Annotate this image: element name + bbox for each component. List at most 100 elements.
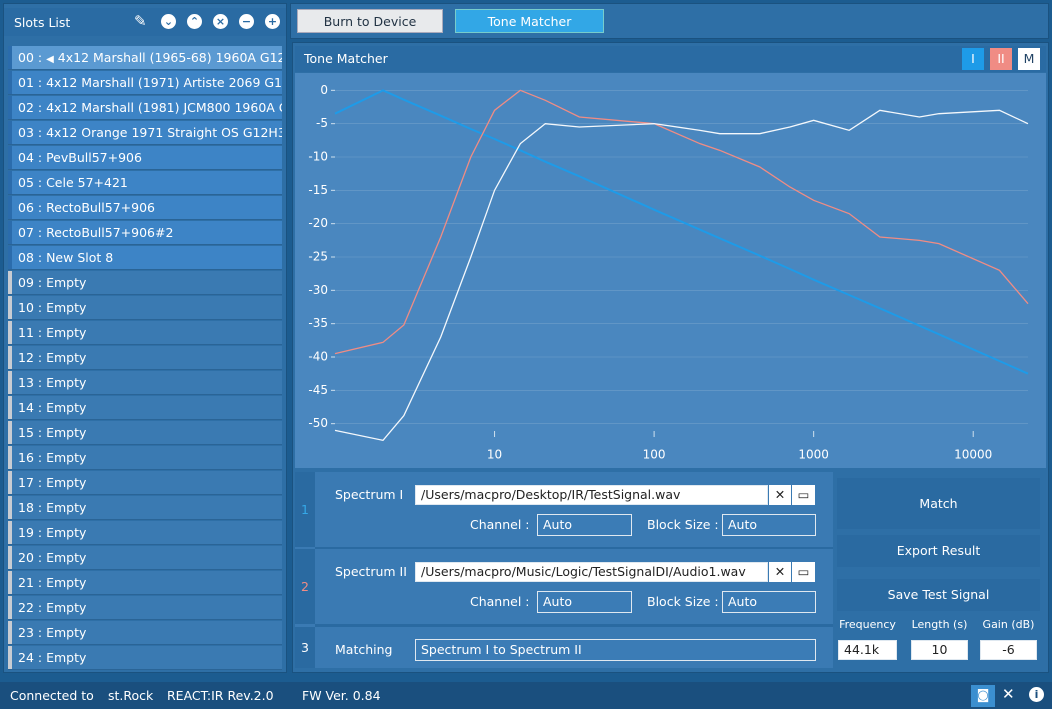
slot-item[interactable]: 15 : Empty bbox=[8, 421, 282, 445]
y-tick-label: -5 bbox=[316, 116, 328, 130]
matching-label: Matching bbox=[335, 642, 393, 657]
param-label: Gain (dB) bbox=[982, 618, 1035, 631]
add-icon[interactable]: + bbox=[265, 14, 280, 29]
file-path[interactable]: /Users/macpro/Desktop/IR/TestSignal.wav bbox=[415, 485, 768, 505]
up-icon[interactable]: ⌃ bbox=[187, 14, 202, 29]
clear-button[interactable]: ✕ bbox=[769, 562, 791, 582]
slot-index: 20 : bbox=[18, 550, 43, 565]
browse-button[interactable]: ▭ bbox=[792, 485, 815, 505]
spectrum-label: Spectrum I bbox=[335, 487, 404, 502]
slot-name: Empty bbox=[46, 650, 87, 665]
slot-name: New Slot 8 bbox=[46, 250, 114, 265]
match-button[interactable]: Match bbox=[837, 478, 1040, 529]
slot-item[interactable]: 09 : Empty bbox=[8, 271, 282, 295]
tone-header: Tone Matcher I II M bbox=[295, 46, 1046, 72]
slot-item[interactable]: 10 : Empty bbox=[8, 296, 282, 320]
slot-index: 10 : bbox=[18, 300, 43, 315]
camera-icon[interactable]: ◙ bbox=[971, 685, 995, 707]
clear-button[interactable]: ✕ bbox=[769, 485, 791, 505]
slot-index: 12 : bbox=[18, 350, 43, 365]
slot-name: Empty bbox=[46, 300, 87, 315]
slot-item[interactable]: 11 : Empty bbox=[8, 321, 282, 345]
slot-item[interactable]: 00 : ◀ 4x12 Marshall (1965-68) 1960A G12M2 bbox=[8, 46, 282, 70]
slot-name: Empty bbox=[46, 475, 87, 490]
slot-name: 4x12 Marshall (1971) Artiste 2069 G12H30 bbox=[46, 75, 282, 90]
channel-select[interactable]: Auto bbox=[537, 591, 632, 613]
view-ii[interactable]: II bbox=[990, 48, 1012, 70]
slot-item[interactable]: 24 : Empty bbox=[8, 646, 282, 670]
param-input[interactable]: 10 bbox=[911, 640, 968, 660]
x-tick-label: 100 bbox=[643, 448, 666, 462]
y-tick-label: -15 bbox=[308, 183, 328, 197]
slot-name: Empty bbox=[46, 550, 87, 565]
tone-title: Tone Matcher bbox=[304, 51, 388, 66]
y-tick-label: -10 bbox=[308, 150, 328, 164]
slot-index: 03 : bbox=[18, 125, 43, 140]
slot-name: 4x12 Marshall (1981) JCM800 1960A G12- bbox=[46, 100, 282, 115]
slot-item[interactable]: 16 : Empty bbox=[8, 446, 282, 470]
slot-item[interactable]: 17 : Empty bbox=[8, 471, 282, 495]
edit-icon[interactable]: ✎ bbox=[134, 12, 147, 30]
save-button[interactable]: Save Test Signal bbox=[837, 579, 1040, 611]
slot-item[interactable]: 04 : PevBull57+906 bbox=[8, 146, 282, 170]
y-tick-label: 0 bbox=[320, 83, 328, 97]
param-input[interactable]: 44.1k bbox=[838, 640, 897, 660]
view-m[interactable]: M bbox=[1018, 48, 1040, 70]
channel-label: Channel : bbox=[470, 594, 530, 609]
slot-item[interactable]: 08 : New Slot 8 bbox=[8, 246, 282, 270]
slot-item[interactable]: 20 : Empty bbox=[8, 546, 282, 570]
slot-name: Empty bbox=[46, 575, 87, 590]
slot-item[interactable]: 07 : RectoBull57+906#2 bbox=[8, 221, 282, 245]
status-bar: Connected to st.Rock REACT:IR Rev.2.0 FW… bbox=[0, 682, 1052, 709]
slot-index: 11 : bbox=[18, 325, 43, 340]
row-number: 1 bbox=[295, 472, 315, 547]
divider bbox=[315, 624, 833, 627]
slot-item[interactable]: 19 : Empty bbox=[8, 521, 282, 545]
slot-item[interactable]: 14 : Empty bbox=[8, 396, 282, 420]
slot-index: 01 : bbox=[18, 75, 43, 90]
spectrum-line bbox=[334, 89, 1029, 375]
view-i[interactable]: I bbox=[962, 48, 984, 70]
slot-name: Empty bbox=[46, 525, 87, 540]
down-icon[interactable]: ⌄ bbox=[161, 14, 176, 29]
file-path[interactable]: /Users/macpro/Music/Logic/TestSignalDI/A… bbox=[415, 562, 768, 582]
slot-name: Empty bbox=[46, 500, 87, 515]
info-icon[interactable]: i bbox=[1029, 687, 1044, 702]
slot-item[interactable]: 05 : Cele 57+421 bbox=[8, 171, 282, 195]
tone-matcher-tab[interactable]: Tone Matcher bbox=[455, 9, 604, 33]
slot-item[interactable]: 01 : 4x12 Marshall (1971) Artiste 2069 G… bbox=[8, 71, 282, 95]
slots-header: Slots List ✎ ⌄ ⌃ × − + bbox=[4, 8, 286, 36]
slot-item[interactable]: 03 : 4x12 Orange 1971 Straight OS G12H30… bbox=[8, 121, 282, 145]
slot-name: RectoBull57+906 bbox=[46, 200, 155, 215]
slot-index: 05 : bbox=[18, 175, 43, 190]
slot-item[interactable]: 12 : Empty bbox=[8, 346, 282, 370]
param-input[interactable]: -6 bbox=[980, 640, 1037, 660]
burn-button[interactable]: Burn to Device bbox=[297, 9, 443, 33]
slot-index: 09 : bbox=[18, 275, 43, 290]
status-device: st.Rock bbox=[108, 688, 154, 703]
channel-select[interactable]: Auto bbox=[537, 514, 632, 536]
matching-select[interactable]: Spectrum I to Spectrum II bbox=[415, 639, 816, 661]
slot-item[interactable]: 06 : RectoBull57+906 bbox=[8, 196, 282, 220]
slot-item[interactable]: 23 : Empty bbox=[8, 621, 282, 645]
delete-icon[interactable]: × bbox=[213, 14, 228, 29]
slot-item[interactable]: 21 : Empty bbox=[8, 571, 282, 595]
status-model: REACT:IR Rev.2.0 bbox=[167, 688, 274, 703]
export-button[interactable]: Export Result bbox=[837, 535, 1040, 567]
x-tick-label: 10 bbox=[487, 448, 502, 462]
remove-icon[interactable]: − bbox=[239, 14, 254, 29]
slot-index: 16 : bbox=[18, 450, 43, 465]
slot-name: Empty bbox=[46, 325, 87, 340]
slot-item[interactable]: 13 : Empty bbox=[8, 371, 282, 395]
slot-item[interactable]: 02 : 4x12 Marshall (1981) JCM800 1960A G… bbox=[8, 96, 282, 120]
y-tick-label: -30 bbox=[308, 283, 328, 297]
slot-item[interactable]: 22 : Empty bbox=[8, 596, 282, 620]
block-select[interactable]: Auto bbox=[722, 591, 816, 613]
block-select[interactable]: Auto bbox=[722, 514, 816, 536]
slot-item[interactable]: 18 : Empty bbox=[8, 496, 282, 520]
slot-index: 14 : bbox=[18, 400, 43, 415]
browse-button[interactable]: ▭ bbox=[792, 562, 815, 582]
tools-icon[interactable]: ✕ bbox=[1002, 685, 1015, 703]
y-tick-label: -20 bbox=[308, 216, 328, 230]
status-connected: Connected to bbox=[10, 688, 94, 703]
